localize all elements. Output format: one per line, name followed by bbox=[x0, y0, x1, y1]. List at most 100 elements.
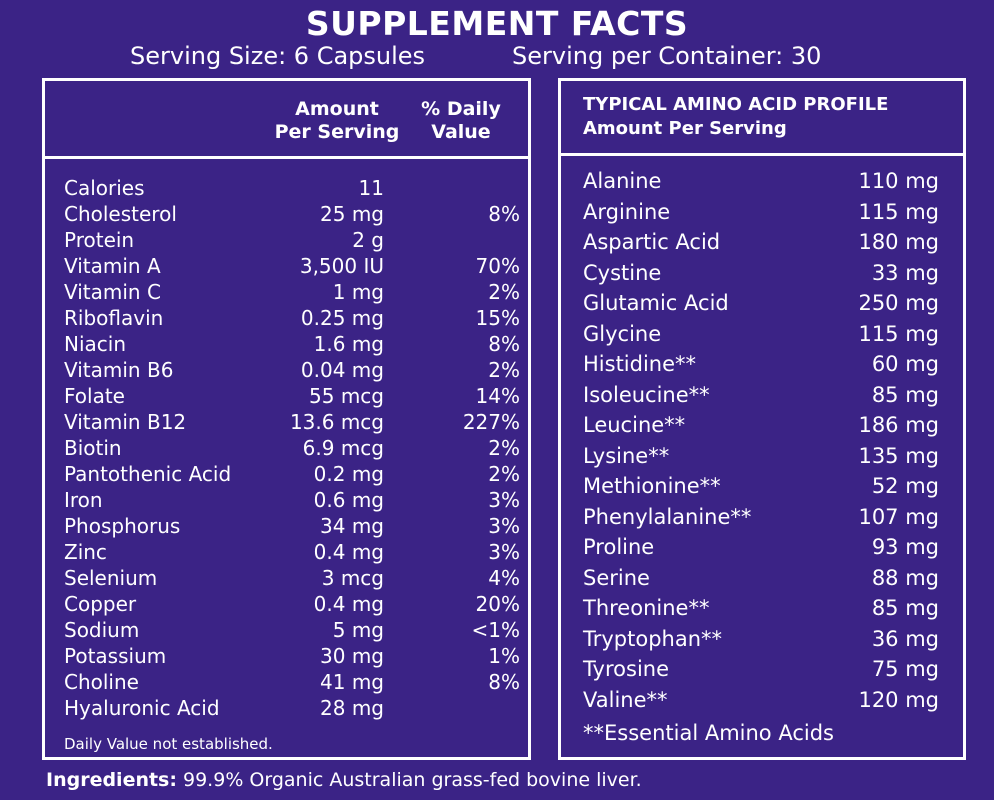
amino-row: Phenylalanine** 107 mg bbox=[583, 502, 939, 532]
amino-amount: 110 mg bbox=[858, 169, 939, 193]
amino-name: Proline bbox=[583, 535, 655, 559]
amino-row: Alanine 110 mg bbox=[583, 166, 939, 196]
amino-amount: 33 mg bbox=[871, 260, 939, 285]
ingredients-label: Ingredients: bbox=[46, 769, 177, 791]
nutrient-amount: 3 mcg bbox=[321, 566, 384, 590]
nutrient-amount: 25 mg bbox=[320, 202, 384, 226]
amino-name: Isoleucine** bbox=[583, 382, 710, 407]
amino-heading-subtitle: Amount Per Serving bbox=[583, 118, 787, 139]
amino-name: Threonine** bbox=[583, 596, 710, 620]
nutrition-row: Vitamin B12 13.6 mcg 227% bbox=[64, 409, 520, 435]
amino-name: Histidine** bbox=[583, 352, 697, 376]
nutrient-name: Iron bbox=[64, 488, 103, 512]
amino-row: Arginine 115 mg bbox=[583, 197, 939, 227]
nutrient-name: Protein bbox=[64, 228, 135, 252]
nutrient-amount: 55 mcg bbox=[309, 384, 384, 408]
nutrient-name: Niacin bbox=[64, 332, 127, 356]
amino-amount: 36 mg bbox=[871, 626, 939, 651]
nutrient-daily-value: 8% bbox=[488, 202, 520, 226]
nutrient-name: Vitamin A bbox=[64, 254, 161, 278]
nutrition-row: Calories 11 bbox=[64, 175, 504, 201]
amino-name: Serine bbox=[583, 565, 650, 590]
nutrient-name: Riboflavin bbox=[64, 306, 164, 330]
nutrient-daily-value: 1% bbox=[488, 644, 520, 668]
nutrition-row: Vitamin B6 0.04 mg 2% bbox=[64, 357, 520, 383]
nutrient-amount: 30 mg bbox=[320, 644, 384, 668]
nutrient-daily-value: 2% bbox=[488, 358, 520, 382]
amino-amount: 60 mg bbox=[871, 352, 939, 376]
amino-amount: 180 mg bbox=[858, 230, 939, 254]
nutrient-amount: 6.9 mcg bbox=[302, 436, 384, 460]
daily-value-column-header: % Daily Value bbox=[411, 98, 511, 144]
amino-row: Tyrosine 75 mg bbox=[583, 654, 939, 684]
page-title: SUPPLEMENT FACTS bbox=[305, 4, 689, 43]
nutrient-name: Potassium bbox=[64, 644, 167, 668]
nutrient-name: Choline bbox=[64, 670, 139, 694]
nutrient-amount: 34 mg bbox=[320, 514, 384, 538]
nutrient-amount: 0.2 mg bbox=[313, 462, 384, 486]
nutrition-row: Pantothenic Acid 0.2 mg 2% bbox=[64, 461, 520, 487]
nutrition-row: Hyaluronic Acid 28 mg bbox=[64, 695, 504, 721]
amino-header-divider bbox=[561, 153, 963, 156]
nutrition-row: Vitamin C 1 mg 2% bbox=[64, 279, 520, 305]
nutrient-amount: 0.04 mg bbox=[300, 358, 384, 382]
nutrient-name: Folate bbox=[64, 384, 125, 408]
nutrient-daily-value: 3% bbox=[488, 488, 520, 512]
nutrition-row: Protein 2 g bbox=[64, 227, 504, 253]
amino-name: Methionine** bbox=[583, 474, 721, 498]
nutrition-row: Biotin 6.9 mcg 2% bbox=[64, 435, 520, 461]
nutrient-amount: 0.25 mg bbox=[300, 306, 384, 330]
amino-amount: 52 mg bbox=[871, 474, 939, 498]
servings-per-container: Serving per Container: 30 bbox=[512, 42, 822, 70]
amount-column-header: Amount Per Serving bbox=[267, 98, 407, 144]
nutrient-amount: 0.4 mg bbox=[313, 540, 384, 564]
nutrient-name: Zinc bbox=[64, 540, 107, 564]
dv-header-line2: Value bbox=[431, 121, 491, 143]
amino-amount: 93 mg bbox=[871, 535, 939, 559]
amino-amount: 85 mg bbox=[871, 382, 939, 407]
amino-name: Tyrosine bbox=[583, 657, 670, 681]
amino-amount: 107 mg bbox=[858, 504, 939, 529]
amino-row: Valine** 120 mg bbox=[583, 685, 939, 715]
nutrient-amount: 0.6 mg bbox=[313, 488, 384, 512]
nutrition-row: Riboflavin 0.25 mg 15% bbox=[64, 305, 520, 331]
nutrient-amount: 3,500 IU bbox=[299, 254, 384, 278]
amino-row: Leucine** 186 mg bbox=[583, 410, 939, 440]
nutrition-row: Vitamin A 3,500 IU 70% bbox=[64, 253, 520, 279]
amino-name: Cystine bbox=[583, 260, 662, 285]
amino-row: Aspartic Acid 180 mg bbox=[583, 227, 939, 257]
nutrition-row: Phosphorus 34 mg 3% bbox=[64, 513, 520, 539]
nutrition-row: Selenium 3 mcg 4% bbox=[64, 565, 520, 591]
amino-name: Arginine bbox=[583, 199, 671, 224]
amino-name: Aspartic Acid bbox=[583, 230, 721, 254]
nutrient-name: Hyaluronic Acid bbox=[64, 696, 220, 720]
dv-header-line1: % Daily bbox=[421, 98, 501, 120]
nutrient-daily-value: 227% bbox=[462, 410, 520, 434]
nutrient-daily-value: 14% bbox=[475, 384, 520, 408]
nutrient-amount: 2 g bbox=[352, 228, 384, 252]
nutrient-daily-value: <1% bbox=[471, 618, 521, 642]
amino-amount: 75 mg bbox=[871, 657, 939, 681]
nutrient-amount: 41 mg bbox=[320, 670, 384, 694]
nutrient-daily-value: 8% bbox=[488, 670, 520, 694]
nutrient-name: Pantothenic Acid bbox=[64, 462, 232, 486]
amino-row: Methionine** 52 mg bbox=[583, 471, 939, 501]
amino-name: Tryptophan** bbox=[583, 626, 723, 651]
header-divider bbox=[45, 156, 528, 159]
amino-amount: 250 mg bbox=[858, 291, 939, 315]
nutrient-daily-value: 3% bbox=[488, 514, 520, 538]
nutrient-daily-value: 8% bbox=[488, 332, 520, 356]
nutrient-daily-value: 70% bbox=[475, 254, 520, 278]
amino-name: Leucine** bbox=[583, 413, 686, 437]
nutrient-daily-value: 2% bbox=[488, 436, 520, 460]
amino-panel: TYPICAL AMINO ACID PROFILE Amount Per Se… bbox=[558, 78, 966, 760]
amino-heading: TYPICAL AMINO ACID PROFILE Amount Per Se… bbox=[583, 93, 888, 141]
amino-name: Glutamic Acid bbox=[583, 291, 729, 315]
amino-amount: 120 mg bbox=[858, 687, 939, 712]
nutrition-row: Folate 55 mcg 14% bbox=[64, 383, 520, 409]
amino-row: Histidine** 60 mg bbox=[583, 349, 939, 379]
amino-name: Phenylalanine** bbox=[583, 504, 752, 529]
nutrient-daily-value: 2% bbox=[488, 280, 520, 304]
amino-name: Alanine bbox=[583, 169, 662, 193]
nutrient-daily-value: 3% bbox=[488, 540, 520, 564]
